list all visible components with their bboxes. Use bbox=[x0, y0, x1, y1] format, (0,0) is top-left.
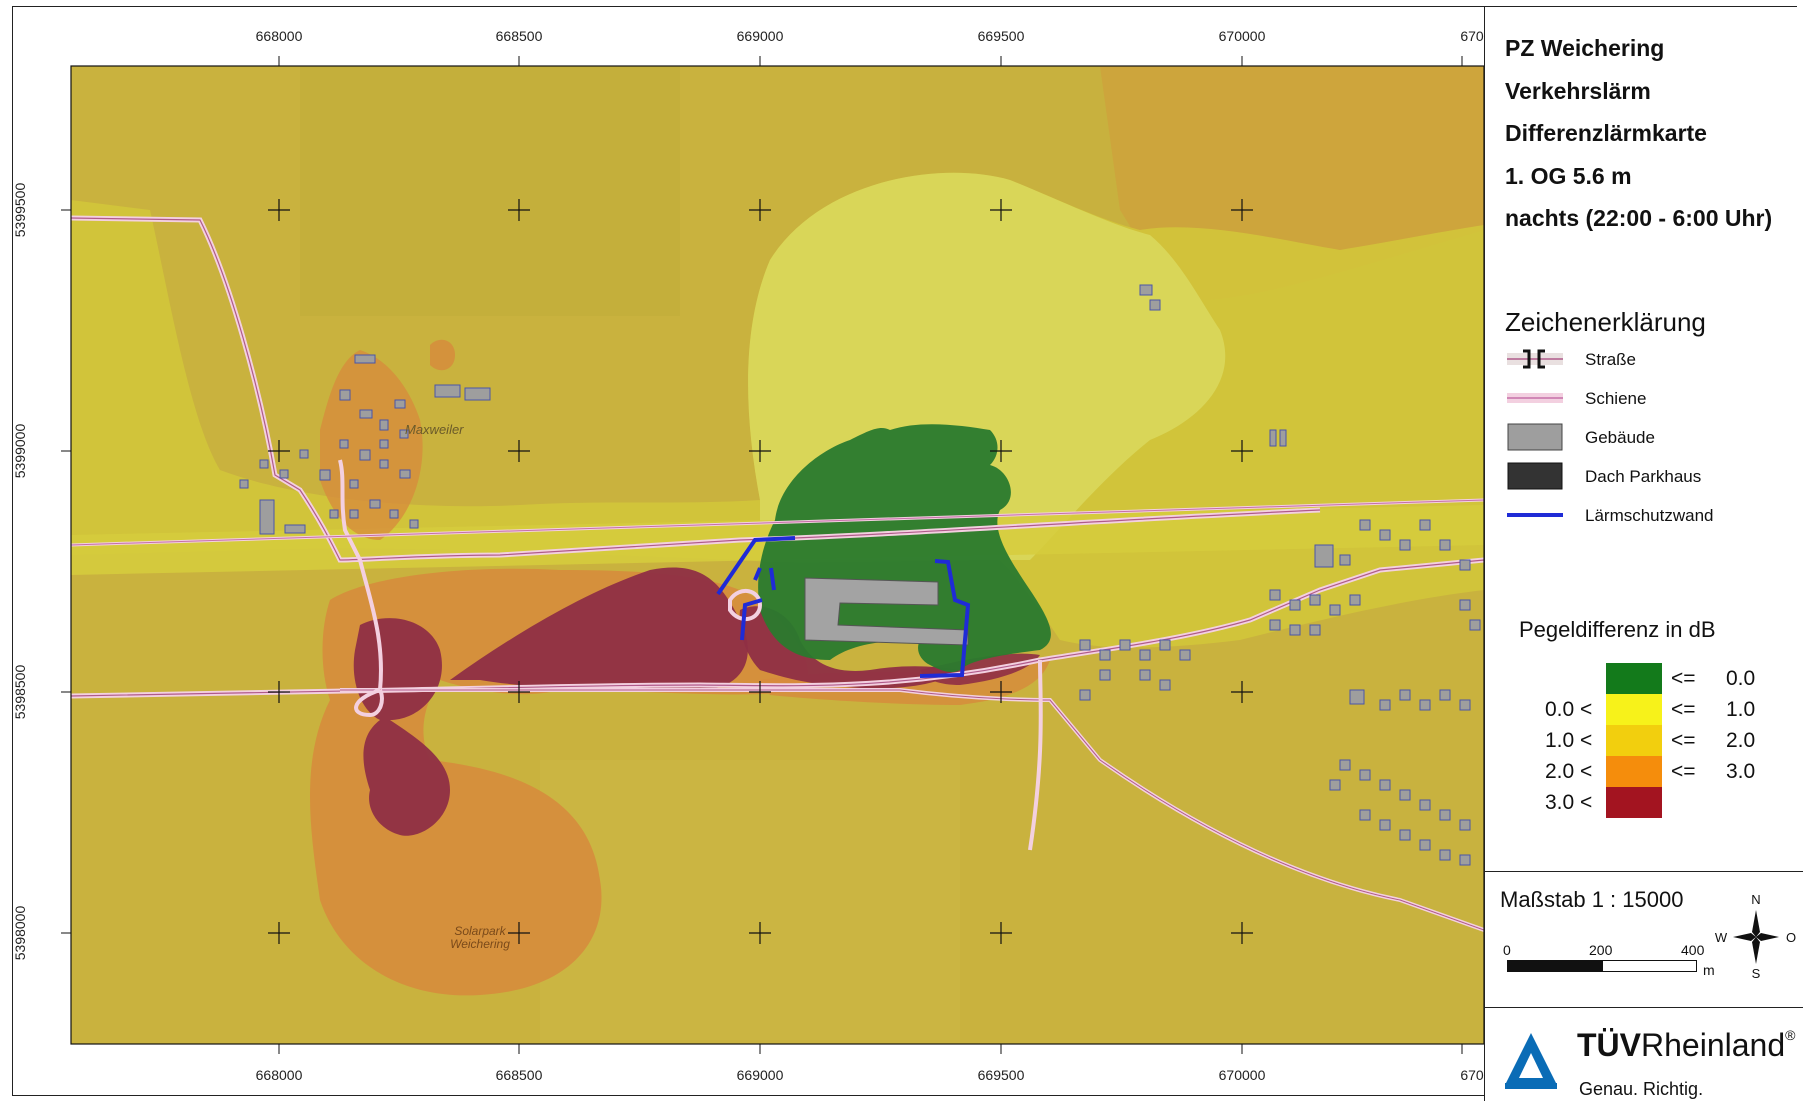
level-difference-heading: Pegeldifferenz in dB bbox=[1519, 617, 1716, 643]
field-area bbox=[540, 760, 960, 1040]
level-class-row: 2.0 < <= 3.0 bbox=[1485, 756, 1785, 787]
map-subtitle: Verkehrslärm bbox=[1505, 78, 1651, 105]
map-subtitle: Differenzlärmkarte bbox=[1505, 120, 1707, 147]
level-swatch bbox=[1606, 756, 1662, 787]
noise-barrier-symbol-icon bbox=[1507, 501, 1563, 529]
legend-item-noise-barrier: Lärmschutzwand bbox=[1505, 501, 1785, 531]
place-label-weichering: Weichering bbox=[450, 937, 510, 951]
place-label-solarpark: Solarpark bbox=[454, 924, 506, 938]
map-subtitle: 1. OG 5.6 m bbox=[1505, 163, 1632, 190]
level-high: 0.0 bbox=[1726, 667, 1755, 691]
legend-item-parking-roof: Dach Parkhaus bbox=[1505, 462, 1785, 492]
svg-text:N: N bbox=[1751, 892, 1760, 907]
x-tick-label: 670000 bbox=[1219, 1067, 1266, 1083]
level-op: <= bbox=[1671, 729, 1696, 753]
level-high: 2.0 bbox=[1726, 729, 1755, 753]
legend-item-road: Straße bbox=[1505, 345, 1785, 375]
level-class-row: 0.0 < <= 1.0 bbox=[1485, 694, 1785, 725]
x-tick-label: 668500 bbox=[496, 28, 543, 44]
level-op: <= bbox=[1671, 760, 1696, 784]
legend-panel: PZ Weichering Verkehrslärm Differenzlärm… bbox=[1484, 7, 1803, 1101]
divider bbox=[1485, 1007, 1803, 1008]
level-swatch bbox=[1606, 663, 1662, 694]
legend-item-building: Gebäude bbox=[1505, 423, 1785, 453]
field-area bbox=[300, 66, 680, 316]
level-low: 1.0 < bbox=[1545, 729, 1592, 753]
north-arrow-icon: N S W O bbox=[1711, 892, 1801, 982]
noise-map[interactable]: Maxweiler Solarpark Weichering bbox=[0, 0, 1484, 1103]
zone-orange-patch bbox=[430, 340, 455, 370]
rail-symbol-icon bbox=[1507, 384, 1563, 412]
level-swatch bbox=[1606, 694, 1662, 725]
x-tick-label: 668000 bbox=[256, 1067, 303, 1083]
scale-bar bbox=[1507, 960, 1697, 972]
parking-roof-symbol-icon bbox=[1507, 462, 1563, 490]
field-area bbox=[1180, 780, 1480, 1040]
legend-item-rail: Schiene bbox=[1505, 384, 1785, 414]
level-high: 1.0 bbox=[1726, 698, 1755, 722]
level-class-row: <= 0.0 bbox=[1485, 663, 1785, 694]
y-tick-label: 5399500 bbox=[12, 183, 28, 238]
level-low: 3.0 < bbox=[1545, 791, 1592, 815]
level-op: <= bbox=[1671, 698, 1696, 722]
place-label-maxweiler: Maxweiler bbox=[405, 422, 464, 437]
x-tick-label: 669500 bbox=[978, 28, 1025, 44]
tuv-wordmark: TÜVRheinland® bbox=[1577, 1027, 1795, 1064]
level-low: 2.0 < bbox=[1545, 760, 1592, 784]
scale-tick: 400 bbox=[1681, 942, 1704, 958]
divider bbox=[1485, 871, 1803, 872]
building-symbol-icon bbox=[1507, 423, 1563, 451]
legend-label: Gebäude bbox=[1585, 428, 1655, 448]
x-tick-label: 670 bbox=[1460, 28, 1483, 44]
legend-label: Lärmschutzwand bbox=[1585, 506, 1714, 526]
road-symbol-icon bbox=[1507, 345, 1563, 373]
level-swatch bbox=[1606, 787, 1662, 818]
legend-label: Dach Parkhaus bbox=[1585, 467, 1701, 487]
svg-text:W: W bbox=[1715, 930, 1728, 945]
x-tick-label: 668500 bbox=[496, 1067, 543, 1083]
x-tick-label: 669000 bbox=[737, 28, 784, 44]
x-tick-label: 668000 bbox=[256, 28, 303, 44]
scale-tick: 200 bbox=[1589, 942, 1612, 958]
scale-tick: 0 bbox=[1503, 942, 1511, 958]
scale-label: Maßstab 1 : 15000 bbox=[1500, 887, 1683, 913]
level-class-row: 1.0 < <= 2.0 bbox=[1485, 725, 1785, 756]
level-class-row: 3.0 < bbox=[1485, 787, 1785, 818]
x-tick-label: 670000 bbox=[1219, 28, 1266, 44]
map-title: PZ Weichering bbox=[1505, 35, 1664, 62]
y-tick-label: 5399000 bbox=[12, 424, 28, 479]
map-subtitle: nachts (22:00 - 6:00 Uhr) bbox=[1505, 205, 1772, 232]
svg-text:O: O bbox=[1786, 930, 1796, 945]
level-high: 3.0 bbox=[1726, 760, 1755, 784]
level-swatch bbox=[1606, 725, 1662, 756]
x-tick-label: 670 bbox=[1460, 1067, 1483, 1083]
x-tick-label: 669500 bbox=[978, 1067, 1025, 1083]
legend-label: Straße bbox=[1585, 350, 1636, 370]
svg-text:S: S bbox=[1752, 966, 1761, 981]
tuv-slogan: Genau. Richtig. bbox=[1579, 1079, 1703, 1100]
y-tick-label: 5398000 bbox=[12, 906, 28, 961]
legend-label: Schiene bbox=[1585, 389, 1646, 409]
y-tick-label: 5398500 bbox=[12, 665, 28, 720]
legend-heading: Zeichenerklärung bbox=[1505, 307, 1706, 338]
x-tick-label: 669000 bbox=[737, 1067, 784, 1083]
level-low: 0.0 < bbox=[1545, 698, 1592, 722]
level-op: <= bbox=[1671, 667, 1696, 691]
